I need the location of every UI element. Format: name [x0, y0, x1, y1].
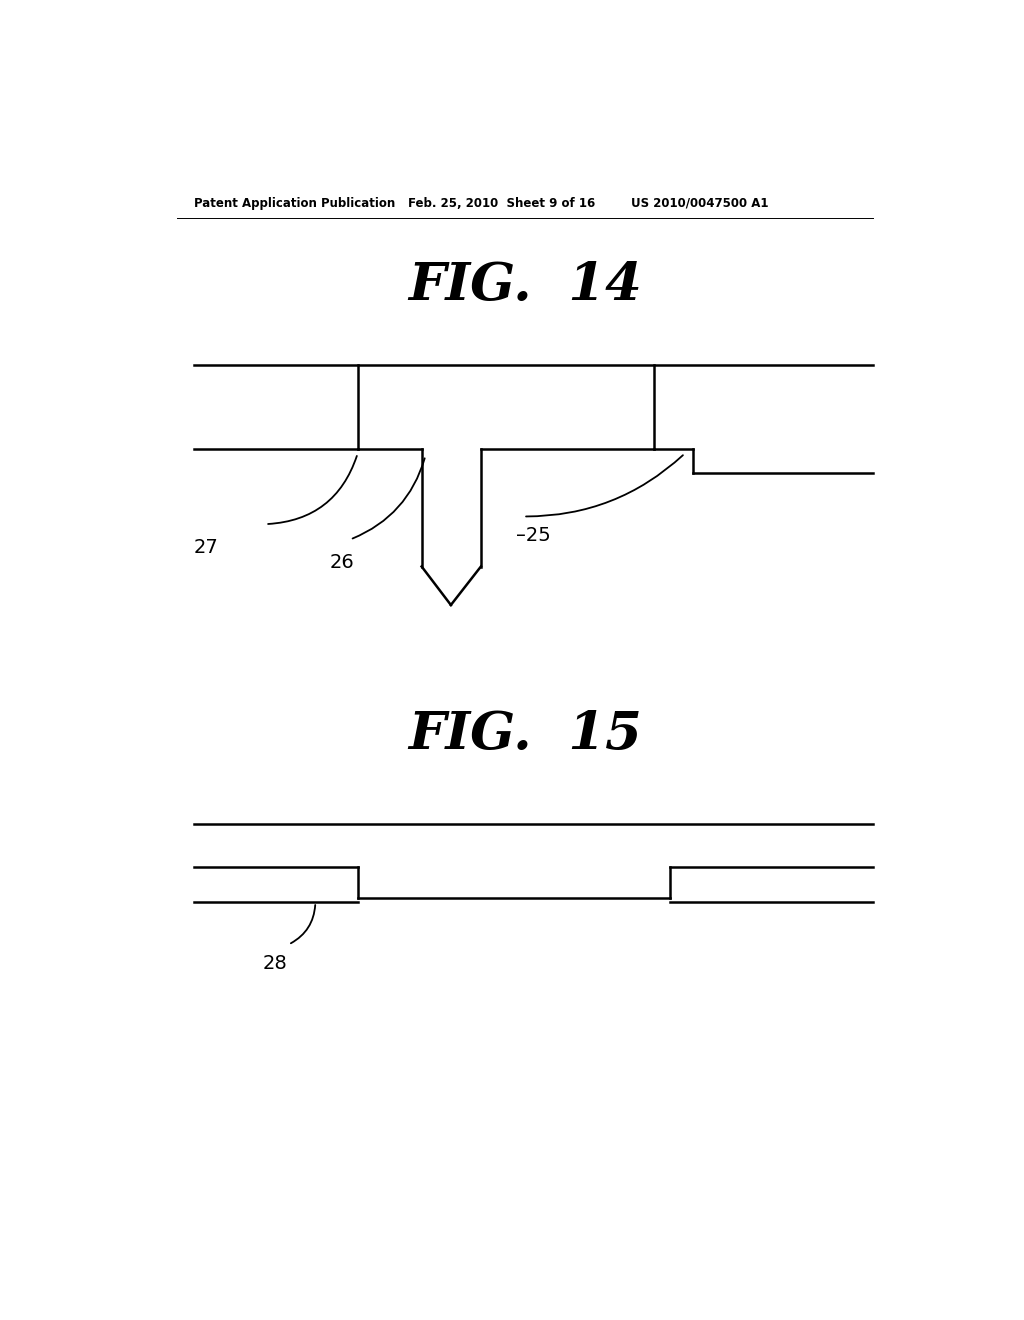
Text: –25: –25	[515, 527, 550, 545]
Text: Feb. 25, 2010  Sheet 9 of 16: Feb. 25, 2010 Sheet 9 of 16	[408, 197, 595, 210]
Text: 26: 26	[330, 553, 354, 572]
Text: FIG.  14: FIG. 14	[408, 260, 642, 312]
Text: Patent Application Publication: Patent Application Publication	[194, 197, 395, 210]
Text: 28: 28	[263, 954, 288, 973]
Text: US 2010/0047500 A1: US 2010/0047500 A1	[631, 197, 769, 210]
Text: 27: 27	[194, 537, 218, 557]
Text: FIG.  15: FIG. 15	[408, 709, 642, 760]
